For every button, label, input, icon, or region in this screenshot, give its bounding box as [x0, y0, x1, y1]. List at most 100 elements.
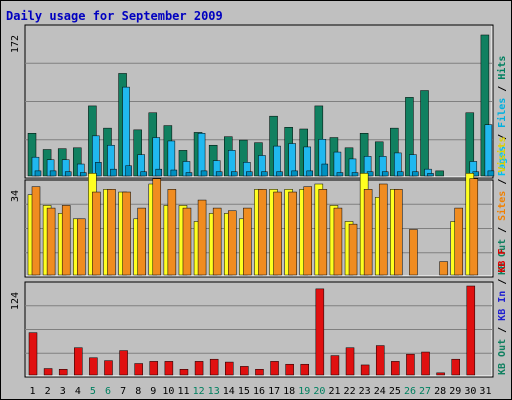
- x-tick-label-day-11: 11: [177, 386, 189, 397]
- panel-1-legend: Pages / Files / Hits: [496, 56, 508, 176]
- panel-3-legend: KB Out / KB In / KB F: [497, 249, 508, 375]
- bar-pages-day-27: [427, 173, 434, 177]
- bar-sites-day-26: [409, 229, 418, 276]
- legend-entry-kb-f: KB F: [497, 249, 508, 273]
- bar-sites-day-5: [92, 191, 101, 276]
- bar-kbf-day-27: [421, 351, 430, 376]
- bar-pages-day-1: [34, 170, 42, 177]
- chart-title: Daily usage for September 2009: [6, 9, 223, 23]
- bar-pages-day-21: [336, 172, 344, 177]
- x-tick-label-day-18: 18: [283, 386, 295, 397]
- bar-kbf-day-16: [255, 369, 264, 376]
- x-tick-label-day-24: 24: [374, 386, 386, 397]
- bar-sites-day-14: [228, 210, 237, 276]
- bar-sites-day-12: [197, 199, 207, 276]
- bar-pages-day-8: [140, 171, 147, 177]
- bar-pages-day-16: [261, 171, 268, 177]
- legend-separator: /: [497, 80, 508, 98]
- bar-sites-day-8: [137, 207, 146, 276]
- bar-sites-day-28: [439, 261, 448, 276]
- bar-pages-day-7: [125, 165, 132, 177]
- legend-separator: /: [497, 273, 508, 291]
- bar-sites-day-7: [122, 191, 131, 276]
- bar-kbf-day-6: [104, 360, 113, 376]
- bar-kbf-day-17: [270, 361, 279, 376]
- x-tick-label-day-23: 23: [359, 386, 371, 397]
- x-tick-label-day-16: 16: [253, 386, 265, 397]
- legend-entry-kb-out: KB Out: [497, 239, 508, 275]
- bar-kbf-day-23: [360, 364, 370, 376]
- bar-pages-day-19: [306, 170, 313, 177]
- x-tick-label-day-22: 22: [344, 386, 356, 397]
- bar-sites-day-21: [333, 207, 343, 276]
- x-tick-label-day-4: 4: [75, 386, 81, 397]
- legend-separator: /: [497, 321, 508, 339]
- x-tick-label-day-26: 26: [404, 386, 416, 397]
- x-tick-label-day-5: 5: [90, 386, 96, 397]
- bar-kbf-day-15: [240, 366, 249, 376]
- panel-3-y-max-label: 124: [10, 292, 21, 310]
- bar-pages-day-5: [95, 162, 102, 177]
- bar-pages-day-14: [231, 171, 238, 177]
- bar-kbf-day-13: [209, 358, 219, 376]
- bar-pages-day-11: [185, 172, 193, 177]
- bar-files-day-12: [197, 133, 206, 177]
- bar-sites-day-22: [348, 223, 358, 276]
- bar-files-day-7: [122, 86, 130, 177]
- bar-kbf-day-9: [149, 361, 159, 376]
- bar-sites-day-2: [46, 207, 56, 276]
- x-tick-label-day-27: 27: [419, 386, 431, 397]
- bar-pages-day-2: [49, 170, 57, 177]
- bar-kbf-day-28: [436, 372, 445, 376]
- bar-files-day-31: [484, 124, 493, 177]
- bar-kbf-day-2: [43, 368, 53, 376]
- bar-pages-day-25: [397, 171, 404, 177]
- bar-kbf-day-10: [164, 361, 174, 376]
- x-tick-label-day-17: 17: [268, 386, 280, 397]
- legend-separator: /: [497, 128, 508, 146]
- bar-sites-day-13: [212, 207, 222, 276]
- bar-sites-day-15: [243, 207, 252, 276]
- bar-pages-day-9: [155, 168, 163, 177]
- bar-kbf-day-19: [300, 363, 309, 376]
- x-tick-label-day-10: 10: [162, 386, 174, 397]
- bar-sites-day-24: [378, 183, 388, 276]
- x-tick-label-day-7: 7: [120, 386, 126, 397]
- x-tick-label-day-15: 15: [238, 386, 250, 397]
- bar-sites-day-17: [273, 191, 282, 276]
- bar-sites-day-3: [61, 205, 71, 276]
- bar-sites-day-19: [303, 186, 312, 276]
- legend-entry-kb-in: KB In: [497, 291, 508, 321]
- bar-pages-day-31: [487, 170, 495, 177]
- panel-2-legend: KB Out / Sites / Visits: [496, 137, 508, 275]
- legend-entry-files: Files: [496, 98, 508, 128]
- bar-kbf-day-8: [134, 363, 143, 376]
- legend-entry-hits: Hits: [496, 56, 508, 80]
- bar-sites-day-16: [258, 189, 267, 276]
- bar-pages-day-4: [80, 172, 87, 177]
- x-tick-label-day-9: 9: [150, 386, 156, 397]
- legend-separator: /: [497, 173, 508, 191]
- panel-2-y-max-label: 34: [10, 190, 21, 202]
- bar-sites-day-30: [469, 178, 479, 276]
- x-tick-label-day-1: 1: [30, 386, 36, 397]
- x-tick-label-day-28: 28: [434, 386, 446, 397]
- bar-sites-day-11: [182, 207, 192, 276]
- bar-kbf-day-7: [119, 350, 128, 376]
- legend-entry-visits: Visits: [496, 137, 508, 173]
- bar-hits-day-27: [420, 90, 429, 177]
- bar-kbf-day-21: [330, 355, 340, 376]
- bar-kbf-day-18: [285, 363, 294, 376]
- bar-sites-day-20: [318, 189, 328, 276]
- panel-1-y-max-label: 172: [10, 35, 21, 53]
- bar-pages-day-10: [170, 169, 178, 177]
- bar-kbf-day-3: [58, 369, 68, 376]
- bar-pages-day-6: [110, 168, 117, 177]
- bar-sites-day-18: [288, 191, 297, 276]
- x-tick-label-day-29: 29: [449, 386, 461, 397]
- bar-pages-day-13: [215, 171, 223, 177]
- bar-sites-day-6: [107, 189, 116, 276]
- x-tick-label-day-14: 14: [223, 386, 235, 397]
- x-tick-label-day-8: 8: [135, 386, 141, 397]
